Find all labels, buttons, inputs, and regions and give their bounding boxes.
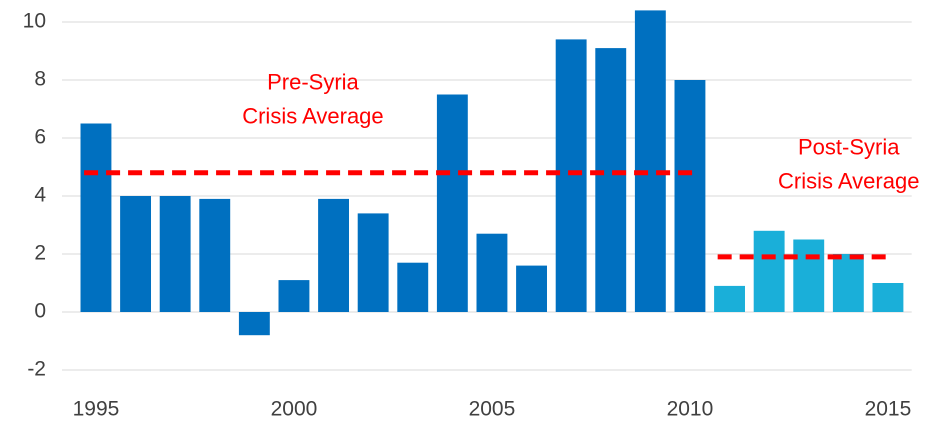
y-tick-label: 2 — [34, 242, 46, 265]
x-tick-label: 2015 — [865, 398, 912, 421]
bar — [159, 196, 191, 312]
bar — [357, 213, 389, 312]
annotation: Crisis Average — [778, 169, 919, 194]
bar — [674, 80, 706, 312]
bar — [832, 254, 864, 312]
bar — [436, 94, 468, 312]
x-tick-label: 2010 — [667, 398, 714, 421]
y-tick-label: 6 — [34, 126, 46, 149]
bar — [793, 239, 825, 312]
bar — [397, 262, 429, 312]
annotation: Post-Syria — [798, 135, 900, 160]
annotation: Pre-Syria — [267, 70, 359, 95]
annotation: Crisis Average — [242, 104, 383, 129]
bar — [120, 196, 152, 312]
bar — [516, 265, 547, 312]
y-tick-label: 0 — [34, 300, 46, 323]
bar — [238, 312, 270, 336]
bar — [555, 39, 587, 313]
bar — [80, 123, 112, 312]
bar — [753, 230, 785, 312]
bar — [634, 10, 666, 313]
x-tick-label: 2000 — [271, 398, 318, 421]
bar — [278, 280, 310, 312]
x-tick-label: 1995 — [73, 398, 120, 421]
x-tick-label: 2005 — [469, 398, 516, 421]
bar — [872, 283, 904, 312]
y-tick-label: 10 — [23, 10, 46, 33]
y-tick-label: 8 — [34, 68, 46, 91]
bar — [318, 198, 349, 312]
y-tick-label: -2 — [27, 358, 46, 381]
bar — [714, 285, 745, 312]
y-tick-label: 4 — [34, 184, 46, 207]
bar — [476, 233, 508, 312]
bar — [595, 48, 627, 312]
bar — [199, 198, 231, 312]
